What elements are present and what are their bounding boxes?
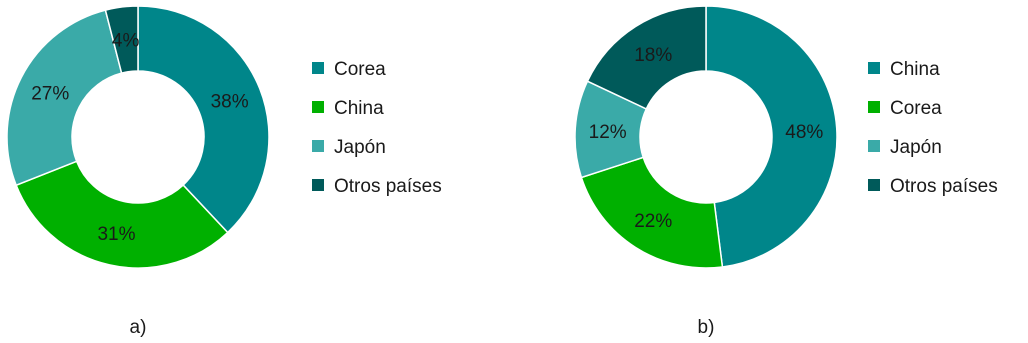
slice-corea [137, 5, 270, 234]
legend-label: China [890, 59, 940, 80]
donut-chart-b: 48% 22% 12% 18% [574, 5, 838, 269]
slice-value-label: 27% [31, 83, 69, 104]
slice-otros-países [104, 5, 139, 74]
legend-swatch [868, 179, 880, 191]
slice-value-label: 22% [634, 211, 672, 232]
slice-otros-países [586, 5, 707, 110]
slice-corea [580, 156, 724, 269]
legend-label: Otros países [334, 176, 442, 197]
legend-swatch [312, 62, 324, 74]
slice-value-label: 4% [112, 30, 140, 51]
legend-label: Corea [334, 59, 386, 80]
legend-swatch [868, 62, 880, 74]
slice-value-label: 12% [589, 122, 627, 143]
legend-label: Otros países [890, 176, 998, 197]
panel-label-a: a) [130, 317, 147, 338]
legend-swatch [312, 179, 324, 191]
legend-swatch [312, 101, 324, 113]
slice-value-label: 18% [634, 45, 672, 66]
slice-china [705, 5, 838, 268]
legend-a: Corea China Japón Otros países [312, 59, 442, 197]
donut-chart-a: 38% 31% 27% 4% [6, 5, 270, 269]
legend-swatch [868, 140, 880, 152]
legend-swatch [312, 140, 324, 152]
slice-value-label: 38% [211, 92, 249, 113]
legend-b: China Corea Japón Otros países [868, 59, 998, 197]
slice-value-label: 31% [97, 224, 135, 245]
slice-japón [6, 9, 123, 187]
slice-value-label: 48% [785, 122, 823, 143]
panel-label-b: b) [698, 317, 715, 338]
legend-label: Corea [890, 98, 942, 119]
legend-label: Japón [890, 137, 942, 158]
legend-swatch [868, 101, 880, 113]
legend-label: China [334, 98, 384, 119]
slice-china [15, 160, 229, 269]
legend-label: Japón [334, 137, 386, 158]
